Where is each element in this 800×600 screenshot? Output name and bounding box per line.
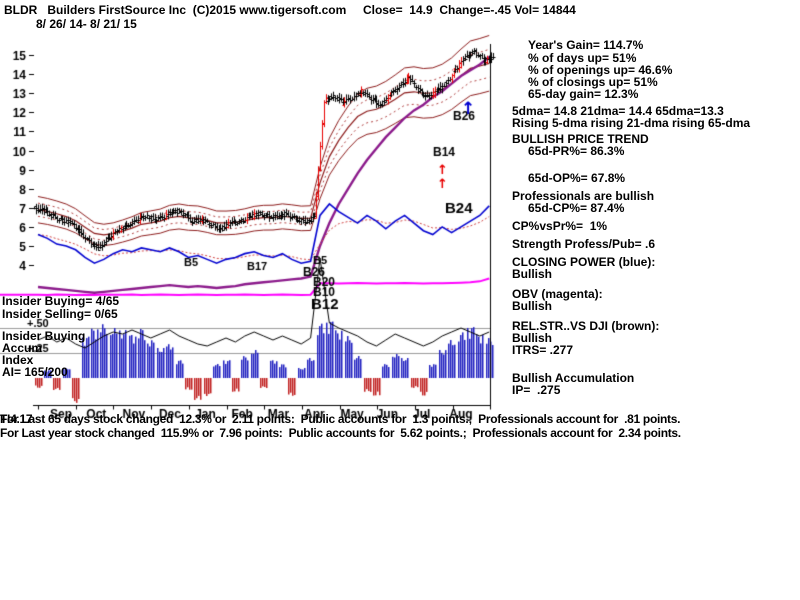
header-title: BLDR Builders FirstSource Inc (C)2015 ww… (4, 3, 576, 17)
heading-obv: OBV (magenta): (512, 287, 603, 301)
stat-strength-ratio: Strength Profess/Pub= .6 (512, 237, 656, 251)
heading-bullish-accumulation: Bullish Accumulation (512, 371, 635, 385)
stat-cp-vs-pr: CP%vsPr%= 1% (512, 219, 608, 233)
stat-pct-openings-up: % of openings up= 46.6% (528, 63, 673, 77)
stat-ma-trend: Rising 5-dma rising 21-dma rising 65-dma (512, 116, 751, 130)
label-index: Index (2, 353, 34, 367)
footer-65day-summary: For Last 65 days stock changed 12.3% or … (0, 412, 681, 426)
signal-closing-power: Bullish (512, 267, 553, 281)
version-tag: TI4.17 (0, 412, 33, 426)
stat-moving-averages: 5dma= 14.8 21dma= 14.4 65dma=13.3 (512, 104, 724, 118)
label-accum: Accum (2, 341, 43, 355)
stat-ip: IP= .275 (512, 383, 561, 397)
insider-buying-stat: Insider Buying= 4/65 (2, 294, 120, 308)
insider-selling-stat: Insider Selling= 0/65 (2, 307, 118, 321)
signal-rel-str: Bullish (512, 331, 553, 345)
stat-65day-gain: 65-day gain= 12.3% (528, 87, 639, 101)
heading-bullish-price-trend: BULLISH PRICE TREND (512, 132, 649, 146)
stat-itrs: ITRS= .277 (512, 343, 574, 357)
stat-ai: AI= 165/200 (2, 365, 68, 379)
note-professionals-bullish: Professionals are bullish (512, 189, 655, 203)
stat-pct-days-up: % of days up= 51% (528, 51, 637, 65)
stat-years-gain: Year's Gain= 114.7% (528, 38, 644, 52)
stat-65d-pr: 65d-PR%= 86.3% (528, 144, 625, 158)
footer-year-summary: For Last year stock changed 115.9% or 7.… (0, 426, 681, 440)
stat-65d-op: 65d-OP%= 67.8% (528, 171, 626, 185)
stat-65d-cp: 65d-CP%= 87.4% (528, 201, 625, 215)
date-range: 8/ 26/ 14- 8/ 21/ 15 (36, 17, 137, 31)
signal-obv: Bullish (512, 299, 553, 313)
heading-rel-str: REL.STR..VS DJI (brown): (512, 319, 660, 333)
heading-closing-power: CLOSING POWER (blue): (512, 255, 656, 269)
stat-pct-closings-up: % of closings up= 51% (528, 75, 658, 89)
label-insider-buying: Insider Buying (2, 329, 86, 343)
